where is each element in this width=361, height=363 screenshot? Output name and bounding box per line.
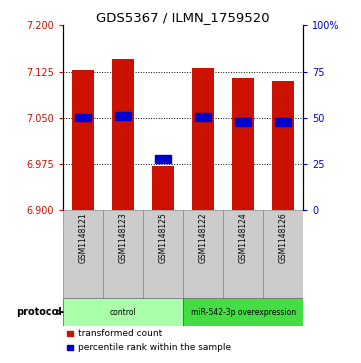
Text: GSM1148123: GSM1148123 bbox=[119, 213, 128, 263]
Bar bbox=[67, 345, 74, 350]
Text: miR-542-3p overexpression: miR-542-3p overexpression bbox=[191, 307, 296, 317]
Bar bbox=[115, 112, 131, 119]
Text: protocol: protocol bbox=[17, 307, 62, 317]
Bar bbox=[232, 78, 254, 210]
Bar bbox=[72, 70, 94, 210]
Bar bbox=[192, 69, 214, 210]
Bar bbox=[155, 155, 171, 163]
Bar bbox=[112, 59, 134, 210]
Bar bbox=[67, 331, 74, 336]
Text: percentile rank within the sample: percentile rank within the sample bbox=[78, 343, 231, 352]
Text: GSM1148126: GSM1148126 bbox=[279, 213, 288, 263]
Bar bbox=[195, 113, 211, 121]
Bar bbox=[183, 298, 303, 326]
Bar bbox=[143, 210, 183, 298]
Bar bbox=[183, 210, 223, 298]
Text: GSM1148125: GSM1148125 bbox=[159, 213, 168, 263]
Bar bbox=[63, 210, 103, 298]
Bar bbox=[75, 114, 91, 121]
Bar bbox=[263, 210, 303, 298]
Text: control: control bbox=[110, 307, 136, 317]
Bar bbox=[272, 81, 294, 210]
Bar bbox=[103, 210, 143, 298]
Title: GDS5367 / ILMN_1759520: GDS5367 / ILMN_1759520 bbox=[96, 11, 270, 24]
Bar bbox=[152, 166, 174, 210]
Text: transformed count: transformed count bbox=[78, 329, 162, 338]
Text: GSM1148122: GSM1148122 bbox=[199, 213, 208, 263]
Bar bbox=[275, 118, 291, 126]
Text: GSM1148121: GSM1148121 bbox=[79, 213, 88, 263]
Text: GSM1148124: GSM1148124 bbox=[239, 213, 248, 263]
Bar bbox=[235, 118, 251, 126]
Bar bbox=[63, 298, 183, 326]
Bar bbox=[223, 210, 263, 298]
